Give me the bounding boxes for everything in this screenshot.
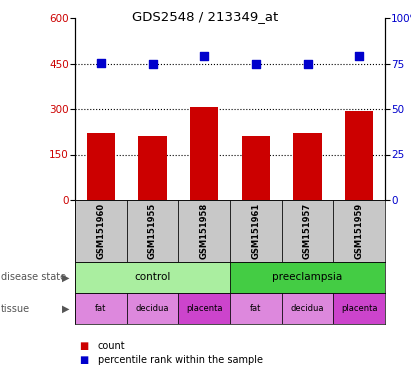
Bar — [230, 200, 282, 262]
Bar — [127, 293, 178, 324]
Text: fat: fat — [95, 304, 106, 313]
Point — [201, 53, 208, 59]
Bar — [333, 200, 385, 262]
Text: control: control — [134, 273, 171, 283]
Text: tissue: tissue — [1, 303, 30, 313]
Bar — [87, 133, 115, 200]
Text: ■: ■ — [79, 341, 88, 351]
Bar — [190, 108, 218, 200]
Bar — [345, 111, 373, 200]
Bar — [282, 200, 333, 262]
Text: fat: fat — [250, 304, 261, 313]
Bar — [178, 293, 230, 324]
Bar — [242, 136, 270, 200]
Point — [149, 61, 156, 68]
Text: percentile rank within the sample: percentile rank within the sample — [97, 355, 263, 365]
Point — [356, 53, 363, 59]
Point — [252, 61, 259, 68]
Text: placenta: placenta — [341, 304, 377, 313]
Bar — [127, 200, 178, 262]
Text: ▶: ▶ — [62, 273, 70, 283]
Text: preeclampsia: preeclampsia — [272, 273, 343, 283]
Bar — [75, 262, 230, 293]
Text: decidua: decidua — [136, 304, 169, 313]
Text: disease state: disease state — [1, 273, 66, 283]
Bar — [178, 200, 230, 262]
Bar — [293, 133, 322, 200]
Point — [97, 60, 104, 66]
Text: GSM151955: GSM151955 — [148, 203, 157, 259]
Text: GSM151960: GSM151960 — [96, 203, 105, 259]
Bar — [75, 293, 127, 324]
Text: count: count — [97, 341, 125, 351]
Bar — [75, 200, 127, 262]
Bar — [333, 293, 385, 324]
Text: GSM151957: GSM151957 — [303, 203, 312, 259]
Text: GSM151961: GSM151961 — [252, 203, 260, 259]
Text: ■: ■ — [79, 355, 88, 365]
Text: GSM151959: GSM151959 — [355, 203, 364, 259]
Text: GSM151958: GSM151958 — [200, 203, 209, 259]
Bar — [230, 293, 282, 324]
Text: placenta: placenta — [186, 304, 222, 313]
Text: GDS2548 / 213349_at: GDS2548 / 213349_at — [132, 10, 279, 23]
Point — [304, 61, 311, 68]
Bar — [138, 136, 167, 200]
Text: ▶: ▶ — [62, 303, 70, 313]
Text: decidua: decidua — [291, 304, 324, 313]
Bar — [230, 262, 385, 293]
Bar — [282, 293, 333, 324]
